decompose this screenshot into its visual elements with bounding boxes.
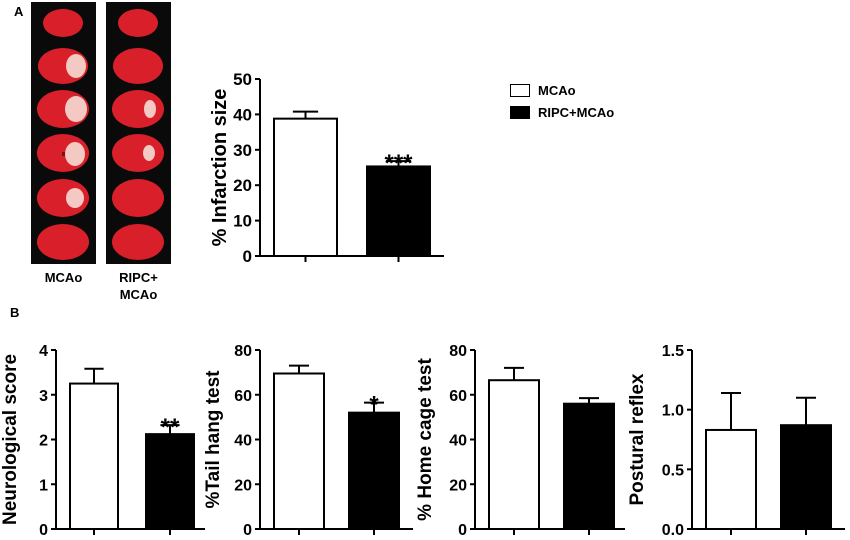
bar-mcao xyxy=(705,428,757,530)
chart-postural-reflex: 0.0 0.5 1.0 1.5 Postural reflex xyxy=(627,343,845,539)
y-axis-label: Postural reflex xyxy=(627,373,648,505)
y-tick-label: 3 xyxy=(39,388,48,405)
y-tick-label: 80 xyxy=(449,343,467,360)
legend-label-ripc: RIPC+MCAo xyxy=(538,104,615,120)
legend: MCAo RIPC+MCAo xyxy=(510,79,614,123)
chart-home-cage-test: 0 20 40 60 80 % Home cage test xyxy=(415,343,625,539)
brain-sections-ripc xyxy=(112,9,164,260)
brain-label-mcao: MCAo xyxy=(44,270,83,285)
y-tick-label: 80 xyxy=(234,343,252,360)
y-tick-label: 10 xyxy=(233,212,252,231)
bar-ripc xyxy=(780,424,832,530)
bar-ripc xyxy=(145,433,195,530)
y-tick-label: 2 xyxy=(39,433,48,450)
significance-mark: ** xyxy=(161,414,180,441)
y-tick-label: 0 xyxy=(39,522,48,539)
y-tick-label: 40 xyxy=(449,433,467,450)
y-tick-label: 40 xyxy=(233,105,252,124)
y-tick-label: 1.5 xyxy=(662,343,684,360)
y-tick-label: 60 xyxy=(234,388,252,405)
y-axis-label: % Home cage test xyxy=(415,358,436,521)
significance-mark: * xyxy=(369,392,379,419)
bar-mcao xyxy=(273,372,325,531)
bar-ripc xyxy=(563,402,615,530)
bar-mcao xyxy=(273,117,338,258)
legend-item-ripc: RIPC+MCAo xyxy=(510,101,614,123)
legend-item-mcao: MCAo xyxy=(510,79,614,101)
significance-mark: *** xyxy=(384,150,413,177)
chart-neurological-score: 0 1 2 3 4 Neurological score ** xyxy=(0,343,205,539)
panel-letter-a: A xyxy=(14,4,24,19)
y-tick-label: 60 xyxy=(449,388,467,405)
y-tick-label: 0 xyxy=(243,522,252,539)
y-tick-label: 40 xyxy=(234,433,252,450)
brain-image-strip-ripc xyxy=(106,2,171,264)
chart-infarction-size: 0 10 20 30 40 50% Infarction size *** xyxy=(209,70,444,266)
legend-swatch-ripc xyxy=(510,105,530,119)
y-axis-label: Neurological score xyxy=(0,354,21,525)
bar-ripc xyxy=(366,165,431,257)
chart-tail-hang-test: 0 20 40 60 80 %Tail hang test * xyxy=(205,343,413,539)
y-tick-label: 1 xyxy=(39,477,48,494)
brain-label-ripc-line2: MCAo xyxy=(119,287,158,302)
y-tick-label: 1.0 xyxy=(662,403,684,420)
y-tick-label: 0 xyxy=(458,522,467,539)
bar-mcao xyxy=(488,379,540,530)
bar-mcao xyxy=(69,382,119,530)
y-axis-label: % Infarction size xyxy=(209,89,231,247)
y-tick-label: 20 xyxy=(233,176,252,195)
brain-sections-mcao xyxy=(37,9,89,260)
brain-label-ripc-line1: RIPC+ xyxy=(119,270,158,285)
y-tick-label: 0 xyxy=(243,247,252,266)
y-axis-label: %Tail hang test xyxy=(205,370,224,509)
brain-image-strip-mcao xyxy=(31,2,96,264)
y-tick-label: 20 xyxy=(449,477,467,494)
y-tick-label: 4 xyxy=(39,343,48,360)
legend-label-mcao: MCAo xyxy=(538,82,576,98)
panel-letter-b: B xyxy=(10,305,20,320)
legend-swatch-mcao xyxy=(510,83,530,97)
bar-ripc xyxy=(348,411,400,530)
y-tick-label: 30 xyxy=(233,141,252,160)
y-tick-label: 0.5 xyxy=(662,462,684,479)
y-tick-label: 20 xyxy=(234,477,252,494)
y-tick-label: 0.0 xyxy=(662,522,684,539)
y-tick-label: 50 xyxy=(233,70,252,89)
